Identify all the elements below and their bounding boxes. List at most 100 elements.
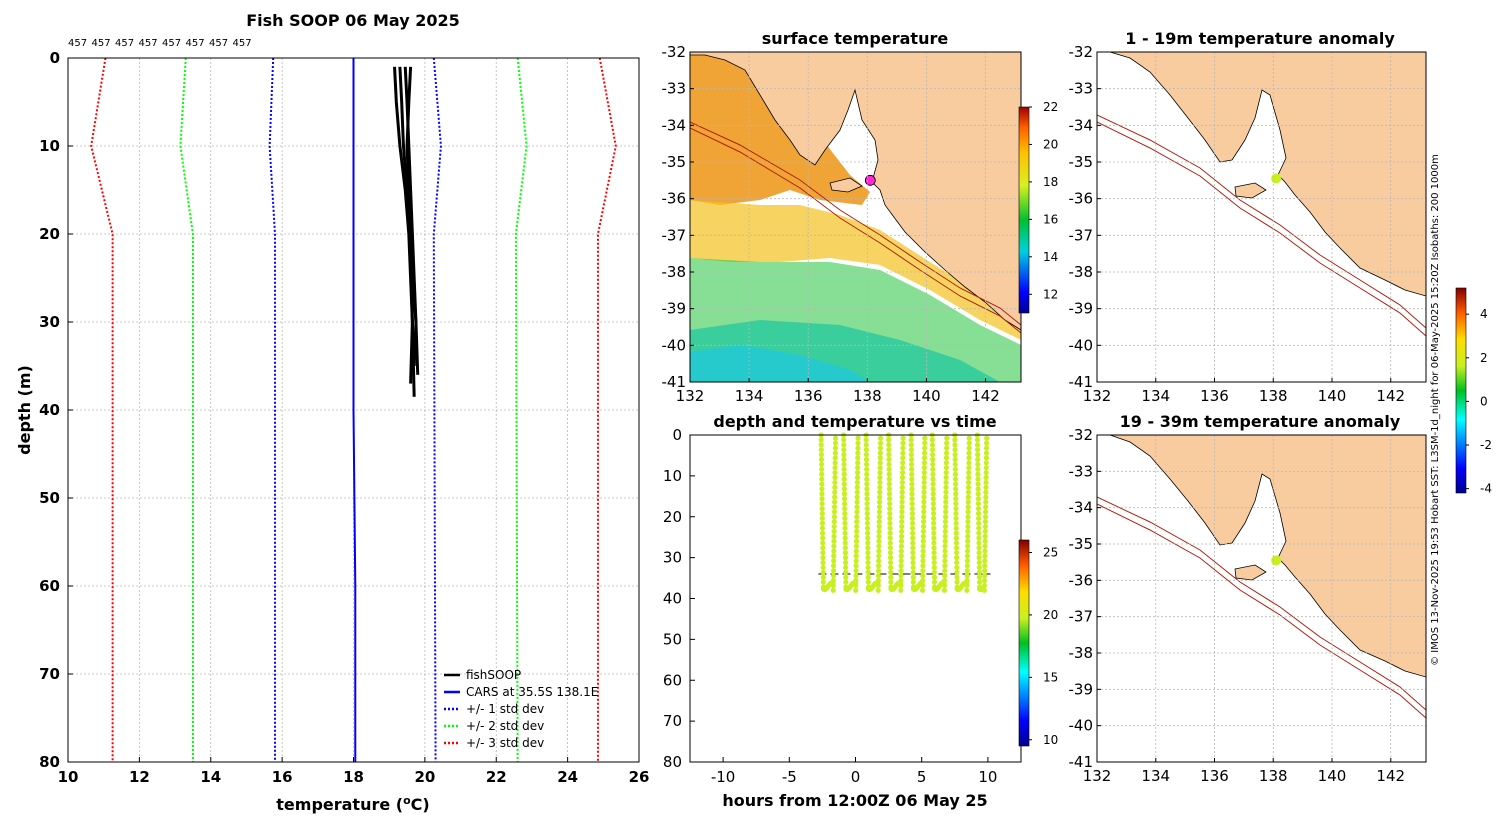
timeseries-point <box>953 515 959 521</box>
timeseries-point <box>954 550 960 556</box>
timeseries-point <box>982 548 988 554</box>
timeseries-point <box>877 450 883 456</box>
timeseries-point <box>853 563 859 569</box>
timeseries-point <box>922 445 928 451</box>
timeseries-point <box>921 470 927 476</box>
timeseries-point <box>877 460 883 466</box>
timeseries-point <box>831 553 837 559</box>
timeseries-point <box>899 479 905 486</box>
timeseries-point <box>865 540 871 546</box>
anom2-xtick-label: 136 <box>1200 767 1229 785</box>
timeseries-point <box>920 543 926 549</box>
timeseries-point <box>908 461 915 468</box>
timeseries-point <box>976 540 982 546</box>
anom1-xtick-label: 138 <box>1259 387 1288 405</box>
timeseries-point <box>820 579 826 585</box>
timeseries-point <box>983 474 989 481</box>
timeseries-point <box>854 474 861 481</box>
timeseries-point <box>941 582 948 589</box>
timeseries-point <box>864 471 870 477</box>
timeseries-point <box>921 479 927 486</box>
timeseries-point <box>943 474 949 481</box>
timeseries-point <box>921 465 928 471</box>
timeseries-point <box>841 471 847 477</box>
timeseries-point <box>887 555 894 561</box>
anom1-title: 1 - 19m temperature anomaly <box>1125 29 1395 48</box>
timeseries-point <box>876 538 882 544</box>
timeseries-point <box>976 564 982 571</box>
profile-ytick-label: 10 <box>39 137 60 155</box>
sst-title: surface temperature <box>762 29 949 48</box>
timeseries-point <box>899 470 906 476</box>
timeseries-point <box>863 452 869 458</box>
sst-ytick-label: -41 <box>662 373 687 391</box>
timeseries-point <box>843 564 849 571</box>
timeseries-point <box>964 573 970 579</box>
timeseries-point <box>975 481 981 487</box>
timeseries-point <box>943 504 949 510</box>
anom2-frame <box>1096 434 1427 763</box>
timeseries-point <box>854 528 860 535</box>
anom2-ytick-label: -39 <box>1069 680 1094 698</box>
timeseries-point <box>920 568 926 574</box>
timeseries-point <box>864 515 870 521</box>
timeseries-point <box>965 499 971 505</box>
timeseries-point <box>943 455 950 461</box>
timeseries-point <box>863 461 870 468</box>
anom2-xtick-label: 142 <box>1376 767 1405 785</box>
timeseries-point <box>942 543 948 549</box>
timeseries-point <box>898 577 904 584</box>
sst-warm-band <box>690 52 870 205</box>
profile-y-ticks: 0 10 20 30 40 50 60 70 80 <box>39 49 73 771</box>
timeseries-point <box>831 509 838 515</box>
sst-xtick-label: 142 <box>971 387 1000 405</box>
timeseries-point <box>855 455 861 461</box>
timeseries-point <box>842 559 849 566</box>
timeseries-point <box>922 450 928 456</box>
timeseries-point <box>909 515 915 521</box>
timeseries-point <box>982 543 988 549</box>
timeseries-point <box>820 550 826 556</box>
timeseries-point <box>982 568 988 574</box>
timeseries-point <box>976 520 982 526</box>
timeseries-point <box>910 564 916 571</box>
timeseries-point <box>875 573 882 579</box>
timeseries-point <box>876 533 882 539</box>
timeseries-point <box>954 569 960 575</box>
timeseries-point <box>965 489 972 495</box>
timeseries-point <box>975 491 981 497</box>
timeseries-point <box>975 496 981 502</box>
timeseries-point <box>983 470 989 476</box>
timeseries-point <box>930 456 936 463</box>
timeseries-point <box>841 496 848 502</box>
fishsoop-cast-line <box>405 66 414 384</box>
timeseries-point <box>886 437 892 443</box>
timeseries-point <box>930 491 936 497</box>
timeseries-point <box>944 435 950 441</box>
timeseries-point <box>819 525 826 531</box>
timeseries-point <box>819 515 825 521</box>
timeseries-point <box>854 484 860 490</box>
timeseries-point <box>864 505 870 512</box>
timeseries-point <box>920 533 926 539</box>
timeseries-point <box>944 445 950 451</box>
timeseries-point <box>930 515 937 521</box>
timeseries-point <box>899 474 906 481</box>
anom1-land <box>1097 52 1426 297</box>
sst-ytick-label: -37 <box>662 226 687 244</box>
timeseries-point <box>952 437 958 443</box>
timeseries-point <box>853 538 860 544</box>
timeseries-point <box>842 515 848 521</box>
timeseries-point <box>876 543 882 549</box>
timeseries-point <box>965 519 971 525</box>
timeseries-point <box>930 510 937 517</box>
timeseries-point <box>984 435 990 441</box>
profile-legend: fishSOOP CARS at 35.5S 138.1E +/- 1 std … <box>444 668 598 750</box>
legend-label-cars: CARS at 35.5S 138.1E <box>466 685 598 699</box>
legend-label-3std: +/- 3 std dev <box>466 736 544 750</box>
anom2-grid <box>1097 435 1426 762</box>
anom1-y-ticks: -32 -33 -34 -35 -36 -37 -38 -39 -40 -41 <box>1069 43 1101 391</box>
timeseries-point <box>900 445 906 451</box>
timeseries-point <box>819 481 825 487</box>
